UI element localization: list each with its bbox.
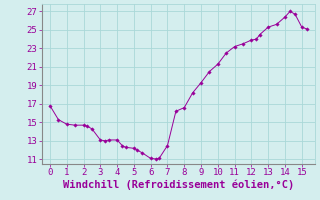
X-axis label: Windchill (Refroidissement éolien,°C): Windchill (Refroidissement éolien,°C) [63,180,294,190]
